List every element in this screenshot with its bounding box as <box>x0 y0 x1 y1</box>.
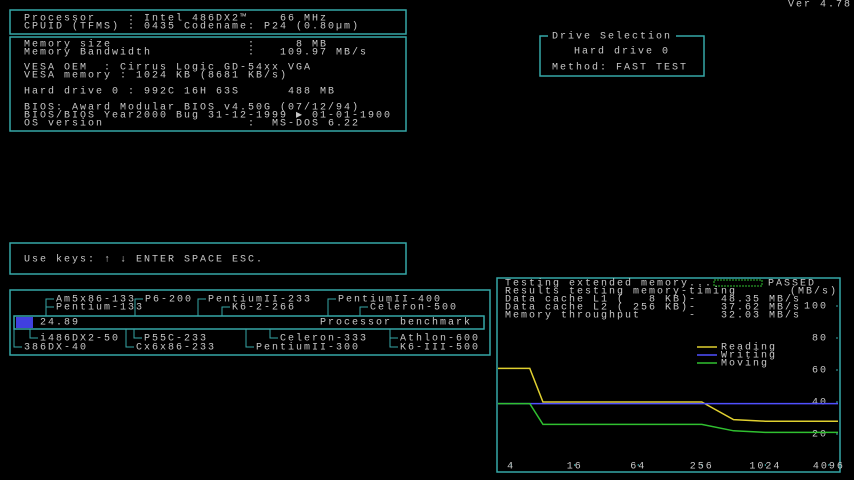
keys-label: Use keys: <box>24 254 96 266</box>
cpu-label: Celeron-500 <box>370 302 458 314</box>
cpu-label: K6-III-500 <box>400 343 480 354</box>
cpu-label: Athlon-600 <box>400 333 480 345</box>
method-label: Method: <box>552 62 608 74</box>
connector <box>45 306 54 316</box>
connector <box>125 329 134 348</box>
benchmark-title: Processor benchmark <box>320 317 472 329</box>
connector <box>221 306 230 316</box>
cpu-label: K6-2-266 <box>232 303 296 314</box>
x-tick-label: 4 <box>507 462 515 473</box>
hardware-line: Memory Bandwidth : 109.97 MB/s <box>24 47 368 59</box>
result-line: Data cache L1 ( 8 KB)- 48.35 MB/s <box>505 294 801 306</box>
memory-status: Testing extended memory... <box>505 278 713 290</box>
results-unit: (MB/s) <box>790 286 838 298</box>
cpu-label: Cx6x86-233 <box>136 343 216 354</box>
memory-result: PASSED <box>768 279 816 290</box>
y2k-label: BIOS/BIOS Year2000 Bug <box>24 110 200 122</box>
y-tick-label: 20 <box>812 430 828 441</box>
connector <box>134 298 143 316</box>
benchmark-panel <box>9 289 491 356</box>
x-tick-label: 1024 <box>749 462 781 473</box>
connector <box>133 329 142 339</box>
results-title: Results testing memory-timing <box>505 286 737 298</box>
connector <box>245 329 254 348</box>
series-line <box>498 367 838 422</box>
method-value: FAST TEST <box>616 63 688 74</box>
cpu-label: PentiumII-400 <box>338 294 442 306</box>
benchmark-score: 24.89 <box>40 318 80 329</box>
title-gap <box>548 31 676 41</box>
system-line: Processor : Intel 486DX2™ 66 MHz <box>24 13 328 25</box>
y-tick-label: 100 <box>804 302 828 313</box>
keys-list: ↑ ↓ ENTER SPACE ESC. <box>104 255 264 266</box>
connector <box>327 298 336 316</box>
y-tick-label: 60 <box>812 366 828 377</box>
progress-bar <box>713 279 763 287</box>
legend-label: Moving <box>721 358 769 370</box>
legend-label: Reading <box>721 342 777 354</box>
result-line: Memory throughput - 32.03 MB/s <box>505 310 801 322</box>
drive-name: Hard drive 0 <box>574 46 670 58</box>
hardware-line: VESA OEM : Cirrus Logic GD-54xx VGA <box>24 62 312 74</box>
hardware-panel <box>9 36 407 132</box>
cpu-label: Pentium-133 <box>56 302 144 314</box>
cpu-label: P6-200 <box>145 295 193 306</box>
connector <box>13 329 22 348</box>
connector <box>389 329 398 339</box>
benchmark-bar <box>16 317 33 328</box>
cpu-label: i486DX2-50 <box>40 333 120 345</box>
cpu-label: Am5x86-133 <box>56 295 136 306</box>
memory-panel <box>496 277 841 473</box>
benchmark-bar-frame <box>13 315 485 330</box>
connector <box>359 306 368 316</box>
y2k-value: 31-12-1999 ▶ 01-01-1900 <box>208 111 392 122</box>
x-tick-label: 16 <box>567 462 583 473</box>
os-line: OS version : MS-DOS 6.22 <box>24 118 360 130</box>
result-line: Data cache L2 ( 256 KB)- 37.62 MB/s <box>505 302 801 314</box>
system-line: CPUID (TFMS) : 0435 Codename: P24 (0.80µ… <box>24 21 360 33</box>
system-panel <box>9 9 407 35</box>
hardware-line: VESA memory : 1024 KB (8681 KB/s) <box>24 70 288 82</box>
legend-label: Writing <box>721 350 777 362</box>
cpu-label: PentiumII-233 <box>208 294 312 306</box>
cpu-label: 386DX-40 <box>24 343 88 354</box>
drive-title: Drive Selection <box>552 31 672 43</box>
x-tick-label: 256 <box>690 462 714 473</box>
cpu-label: Celeron-333 <box>280 333 368 345</box>
cpu-label: P55C-233 <box>144 334 208 345</box>
series-line <box>498 402 838 434</box>
hardware-line: Hard drive 0 : 992C 16H 63S 488 MB <box>24 86 336 98</box>
hardware-line: Memory size : 8 MB <box>24 39 328 51</box>
connector <box>389 329 398 348</box>
connector <box>269 329 278 339</box>
hardware-line: BIOS: Award Modular BIOS v4.50G (07/12/9… <box>24 102 360 114</box>
keys-panel <box>9 242 407 275</box>
x-tick-label: 4096 <box>813 462 845 473</box>
cpu-label: PentiumII-300 <box>256 342 360 354</box>
connector <box>197 298 206 316</box>
x-tick-label: 64 <box>630 462 646 473</box>
y-tick-label: 80 <box>812 334 828 345</box>
connector <box>29 329 38 339</box>
version: Ver 4.78 <box>788 0 852 11</box>
